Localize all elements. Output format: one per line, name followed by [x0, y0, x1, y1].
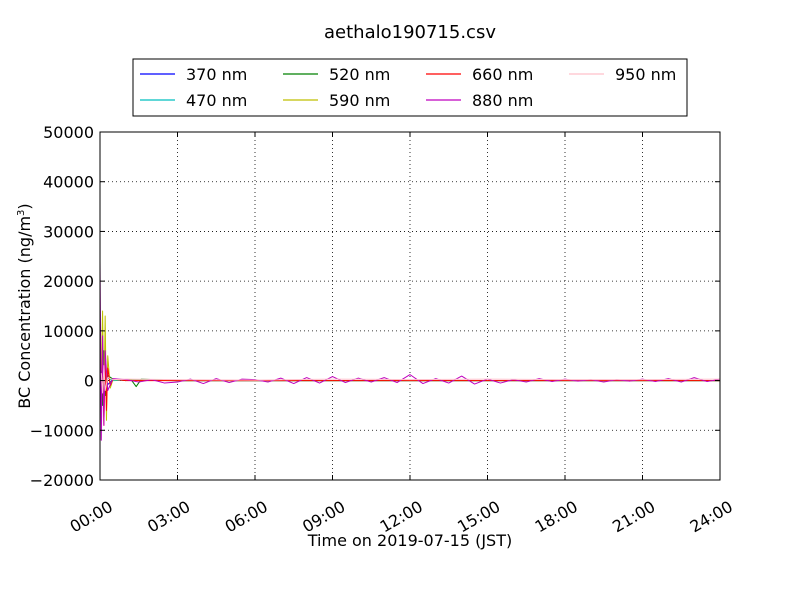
- chart-title: aethalo190715.csv: [324, 22, 496, 43]
- y-tick-label: 20000: [43, 272, 94, 291]
- y-tick-label: 40000: [43, 173, 94, 192]
- legend-label: 590 nm: [329, 91, 390, 110]
- y-tick-label: 50000: [43, 123, 94, 142]
- y-tick-label: 10000: [43, 322, 94, 341]
- legend-label: 660 nm: [472, 65, 533, 84]
- legend-label: 520 nm: [329, 65, 390, 84]
- legend-label: 880 nm: [472, 91, 533, 110]
- legend: 370 nm 470 nm 520 nm 590 nm 660 nm 880 nm 950 …: [132, 58, 688, 117]
- y-axis-label-end: ): [15, 203, 34, 209]
- axis-ticks: [99, 131, 721, 481]
- y-tick-label: 0: [84, 372, 94, 391]
- y-tick-labels: 50000 40000 30000 20000 10000 0 −10000 −20000: [30, 123, 94, 490]
- legend-label: 370 nm: [186, 65, 247, 84]
- legend-label: 950 nm: [615, 65, 676, 84]
- legend-label: 470 nm: [186, 91, 247, 110]
- y-axis-label: BC Concentration (ng/m3): [15, 203, 34, 408]
- series-lines: [99, 261, 721, 441]
- y-tick-label: −20000: [30, 471, 94, 490]
- x-axis-label: Time on 2019-07-15 (JST): [307, 531, 512, 550]
- y-axis-label-main: BC Concentration (ng/m: [15, 216, 34, 409]
- y-tick-label: 30000: [43, 222, 94, 241]
- series-line-950-nm: [100, 365, 721, 394]
- y-axis-label-superscript: 3: [16, 210, 27, 216]
- legend-box: [132, 58, 688, 117]
- y-tick-label: −10000: [30, 421, 94, 440]
